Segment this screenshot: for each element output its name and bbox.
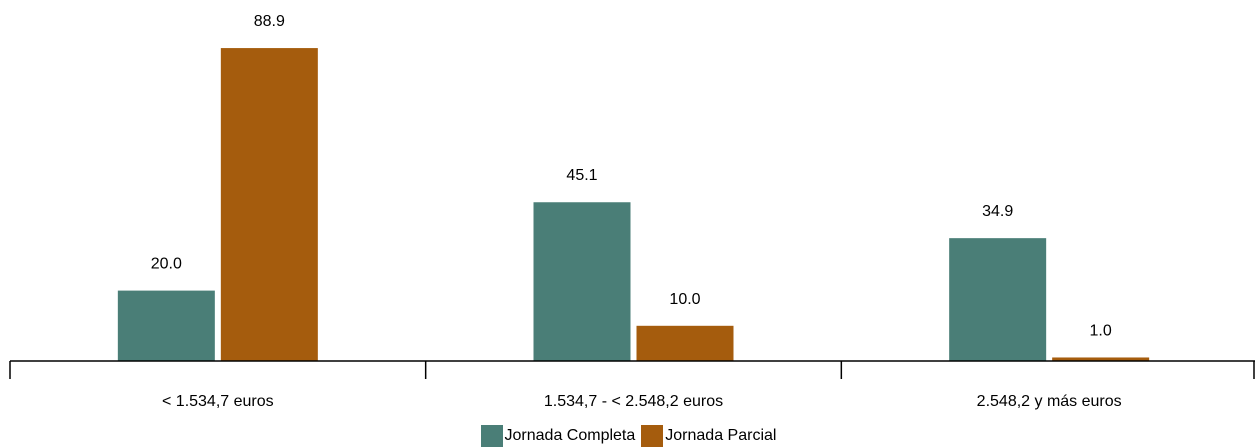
bar-jornada-parcial-2 (1052, 357, 1150, 361)
legend: Jornada Completa Jornada Parcial (0, 424, 1257, 448)
legend-swatch-jornada-completa (480, 425, 503, 447)
chart: 20.0 88.9 45.1 10.0 34.9 1.0 < 1.534,7 euros 1… (9, 13, 1255, 410)
x-tick-label-1: 1.534,7 - < 2.548,2 euros (544, 393, 723, 410)
data-label-jornada-parcial-1: 10.0 (669, 291, 700, 308)
x-tick-label-2: 2.548,2 y más euros (977, 393, 1122, 410)
x-tick-label-0: < 1.534,7 euros (162, 393, 274, 410)
x-axis: < 1.534,7 euros 1.534,7 - < 2.548,2 euros… (9, 360, 1255, 410)
bar-jornada-parcial-0 (220, 48, 318, 362)
bar-jornada-completa-2 (949, 238, 1047, 361)
data-label-jornada-parcial-0: 88.9 (254, 13, 285, 30)
legend-item-jornada-parcial: Jornada Parcial (641, 425, 776, 447)
bar-jornada-completa-1 (533, 202, 631, 361)
data-label-jornada-completa-1: 45.1 (566, 167, 597, 184)
data-label-jornada-completa-0: 20.0 (151, 256, 182, 273)
data-label-jornada-completa-2: 34.9 (982, 203, 1013, 220)
bars-layer (117, 48, 1150, 362)
data-label-jornada-parcial-2: 1.0 (1090, 322, 1112, 339)
legend-swatch-jornada-parcial (641, 425, 664, 447)
legend-item-jornada-completa: Jornada Completa (480, 425, 636, 447)
data-labels-layer: 20.0 88.9 45.1 10.0 34.9 1.0 (151, 13, 1112, 339)
bar-jornada-completa-0 (117, 290, 215, 361)
bar-jornada-parcial-1 (636, 325, 734, 361)
legend-label-jornada-completa: Jornada Completa (504, 427, 636, 444)
legend-label-jornada-parcial: Jornada Parcial (665, 427, 777, 444)
